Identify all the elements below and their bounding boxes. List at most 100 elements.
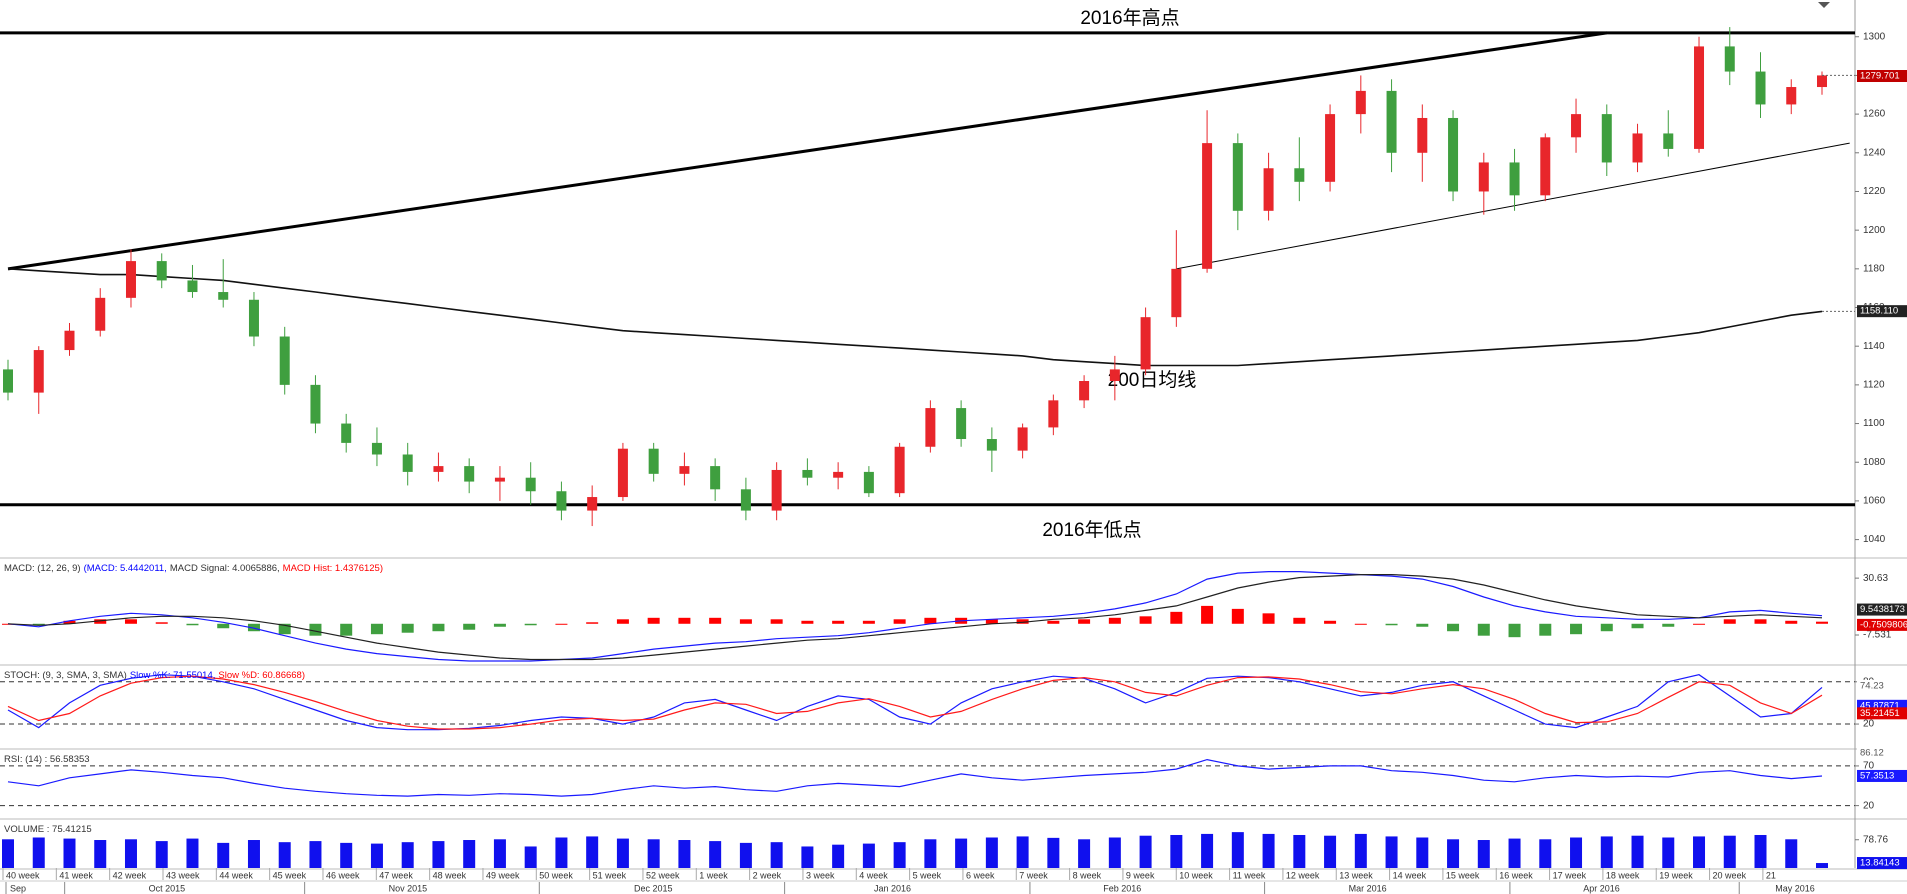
volume-bar: [217, 842, 230, 868]
histogram-bar: [1231, 608, 1244, 624]
candle-body: [494, 477, 505, 482]
histogram-bar: [124, 619, 137, 624]
price-label-box: [1857, 70, 1907, 83]
price-label: 13.84143: [1860, 858, 1900, 869]
price-label-box: [1857, 747, 1907, 760]
histogram-bar: [770, 619, 783, 624]
volume-bar: [493, 839, 506, 868]
histogram-bar: [401, 623, 414, 633]
volume-bar: [309, 841, 322, 868]
menu-arrow: [1818, 2, 1830, 8]
week-label: 49 week: [486, 870, 520, 880]
volume-bar: [186, 838, 199, 868]
histogram-bar: [432, 623, 445, 632]
y-tick-label: 1220: [1863, 186, 1886, 197]
candle-body: [1079, 381, 1090, 401]
histogram-bar: [63, 620, 76, 624]
candle-body: [802, 469, 813, 478]
week-label: 11 week: [1233, 870, 1266, 880]
month-label: Nov 2015: [389, 883, 428, 893]
candle-body: [556, 491, 567, 511]
volume-bar: [801, 846, 814, 868]
week-label: 20 week: [1713, 870, 1747, 880]
volume-bar: [401, 842, 414, 868]
y-tick-label: 20: [1863, 800, 1875, 811]
histogram-bar: [832, 620, 845, 624]
price-label: 45.87871: [1860, 700, 1900, 711]
week-label: 1 week: [699, 870, 728, 880]
month-label: May 2016: [1775, 883, 1815, 893]
week-label: 46 week: [326, 870, 360, 880]
price-label-box: [1857, 603, 1907, 616]
histogram-bar: [647, 617, 660, 624]
price-label: 1279.701: [1860, 71, 1900, 82]
legend-text: Slow %D: 60.86668): [218, 670, 305, 681]
price-label-box: [1857, 707, 1907, 720]
week-label: 7 week: [1019, 870, 1048, 880]
histogram-bar: [1324, 620, 1337, 624]
volume-bar: [1508, 838, 1521, 868]
week-label: 12 week: [1286, 870, 1320, 880]
volume-bar: [1201, 833, 1214, 868]
candle-body: [156, 261, 167, 281]
y-tick-label: 1080: [1863, 457, 1886, 468]
volume-bar: [1447, 839, 1460, 868]
candle-body: [1755, 71, 1766, 105]
week-label: 50 week: [539, 870, 573, 880]
volume-bar: [616, 838, 629, 868]
histogram-bar: [893, 619, 906, 624]
histogram-bar: [1723, 619, 1736, 624]
week-label: 10 week: [1179, 870, 1213, 880]
level-label: 2016年低点: [1042, 519, 1141, 541]
volume-bar: [1723, 835, 1736, 868]
week-label: 2 week: [753, 870, 782, 880]
histogram-bar: [155, 622, 168, 624]
month-label: Oct 2015: [149, 883, 186, 893]
week-label: 16 week: [1499, 870, 1533, 880]
candle-body: [1786, 87, 1797, 105]
histogram-bar: [94, 619, 107, 624]
histogram-bar: [924, 617, 937, 624]
candle-body: [341, 423, 352, 443]
histogram-bar: [524, 623, 537, 626]
volume-bar: [985, 837, 998, 868]
histogram-bar: [555, 623, 568, 625]
candle-body: [402, 454, 413, 472]
week-label: 17 week: [1553, 870, 1587, 880]
week-label: 41 week: [59, 870, 93, 880]
candle-body: [863, 471, 874, 494]
volume-bar: [1570, 837, 1583, 868]
histogram-bar: [1508, 623, 1521, 638]
legend-text: MACD: (12, 26, 9): [4, 563, 81, 574]
histogram-bar: [1047, 620, 1060, 624]
week-label: 15 week: [1446, 870, 1480, 880]
candle-body: [986, 439, 997, 451]
indicator-line: [7, 675, 1823, 730]
volume-bar: [155, 841, 168, 868]
volume-bar: [278, 842, 291, 868]
candle-body: [1601, 114, 1612, 163]
histogram-bar: [1693, 623, 1706, 625]
candle-body: [125, 261, 136, 298]
y-tick-label: 1300: [1863, 31, 1886, 42]
panel-legend: VOLUME : 75.41215: [4, 824, 95, 835]
week-label: 8 week: [1073, 870, 1102, 880]
histogram-bar: [493, 623, 506, 627]
volume-bar: [432, 841, 445, 868]
y-tick-label: 70: [1863, 761, 1875, 772]
candle-body: [279, 336, 290, 385]
volume-bar: [555, 837, 568, 868]
legend-text: VOLUME : 75.41215: [4, 824, 92, 835]
panel-legend: STOCH: (9, 3, SMA, 3, SMA) Slow %K: 71.55…: [4, 670, 308, 681]
histogram-bar: [1477, 623, 1490, 636]
volume-bar: [1385, 836, 1398, 868]
price-label-box: [1857, 305, 1907, 318]
histogram-bar: [278, 623, 291, 635]
week-label: 9 week: [1126, 870, 1155, 880]
volume-bar: [1754, 834, 1767, 868]
candle-body: [525, 477, 536, 492]
histogram-bar: [1293, 617, 1306, 624]
price-label: 1158.110: [1860, 306, 1898, 317]
candle-body: [64, 330, 75, 351]
